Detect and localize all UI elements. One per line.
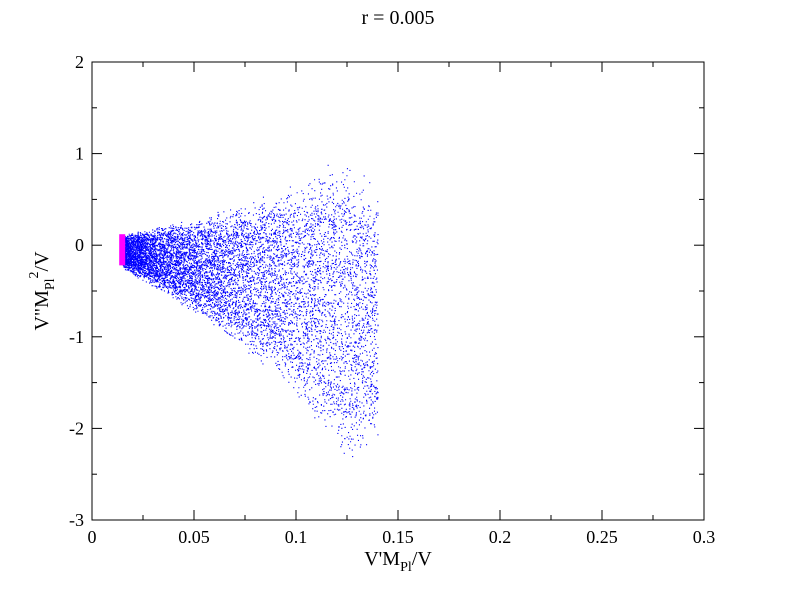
x-tick-label: 0	[88, 527, 97, 547]
x-tick-label: 0.25	[586, 527, 618, 547]
y-tick-label: 2	[75, 52, 84, 72]
y-tick-label: 0	[75, 235, 84, 255]
x-tick-label: 0.15	[382, 527, 414, 547]
y-axis-label: V"MPl2/V	[27, 251, 58, 331]
y-axis-label-superscript: 2	[27, 271, 42, 278]
chart-title: r = 0.005	[362, 7, 435, 29]
y-tick-label: -3	[69, 510, 84, 530]
x-tick-label: 0.2	[489, 527, 512, 547]
x-tick-label: 0.3	[693, 527, 716, 547]
highlight-layer	[119, 234, 126, 266]
x-tick-label: 0.1	[285, 527, 308, 547]
y-axis-label-subscript: Pl	[43, 278, 58, 290]
x-tick-label: 0.05	[178, 527, 210, 547]
x-axis: 0 0.05 0.1 0.15 0.2 0.25 0.3	[88, 62, 716, 547]
y-tick-label: -2	[69, 418, 84, 438]
y-tick-label: 1	[75, 144, 84, 164]
x-axis-label: V'MPl/V	[364, 548, 432, 575]
points-layer	[122, 164, 379, 458]
scatter-points	[122, 164, 379, 458]
x-axis-label-subscript: Pl	[400, 560, 412, 575]
y-axis: -3 -2 -1 0 1 2	[69, 52, 704, 530]
highlight-bar	[119, 234, 126, 266]
y-tick-label: -1	[69, 327, 84, 347]
